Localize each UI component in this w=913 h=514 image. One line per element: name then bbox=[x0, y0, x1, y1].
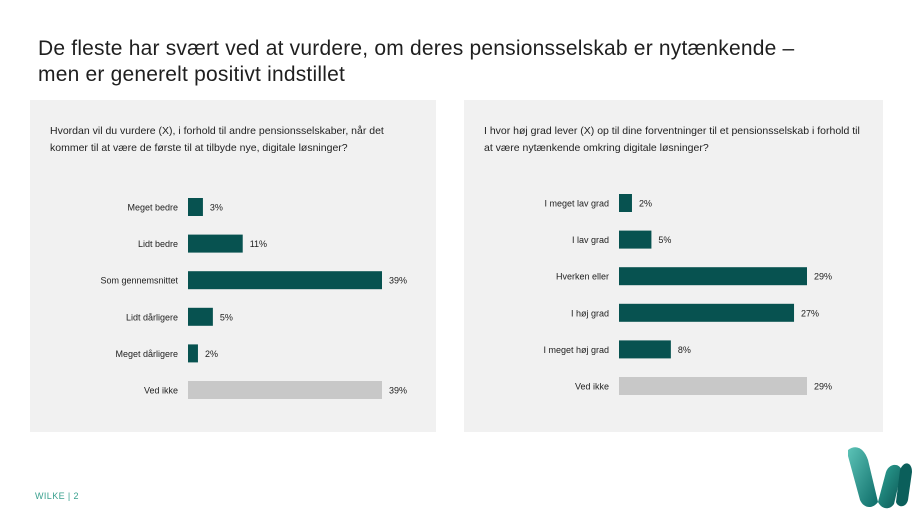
page-title-line-1: De fleste har svært ved at vurdere, om d… bbox=[38, 37, 795, 60]
page-title: De fleste har svært ved at vurdere, om d… bbox=[38, 36, 838, 88]
category-label: Meget bedre bbox=[127, 203, 178, 213]
category-label: Lidt dårligere bbox=[126, 312, 178, 322]
category-label: Som gennemsnittet bbox=[100, 276, 178, 286]
bar bbox=[619, 194, 632, 212]
data-label: 11% bbox=[250, 239, 267, 249]
bar bbox=[619, 340, 671, 359]
data-label: 2% bbox=[639, 199, 652, 209]
bar bbox=[619, 377, 807, 395]
footer-page-label: WILKE | 2 bbox=[35, 491, 79, 501]
data-label: 8% bbox=[678, 345, 691, 355]
data-label: 29% bbox=[814, 272, 832, 282]
bar bbox=[188, 198, 203, 216]
chart-panel-left: Hvordan vil du vurdere (X), i forhold ti… bbox=[30, 100, 436, 432]
data-label: 3% bbox=[210, 203, 223, 213]
category-label: Ved ikke bbox=[575, 382, 609, 392]
bar-chart-right: I meget lav grad 2% I lav grad 5% Hverken el… bbox=[543, 194, 832, 395]
data-label: 29% bbox=[814, 382, 832, 392]
data-label: 39% bbox=[389, 276, 407, 286]
category-label: I høj grad bbox=[571, 308, 609, 318]
data-label: 39% bbox=[389, 386, 407, 396]
category-label: Lidt bedre bbox=[138, 239, 178, 249]
category-label: I meget høj grad bbox=[543, 345, 609, 355]
wilke-logo-icon bbox=[848, 447, 912, 509]
bar bbox=[188, 307, 213, 326]
bar bbox=[619, 267, 807, 286]
bar bbox=[619, 303, 795, 322]
data-label: 5% bbox=[220, 312, 233, 322]
data-label: 2% bbox=[205, 349, 218, 359]
page-title-line-2: men er generelt positivt indstillet bbox=[38, 63, 345, 86]
chart-question-right: I hvor høj grad lever (X) op til dine fo… bbox=[484, 125, 860, 154]
bar bbox=[619, 230, 652, 249]
category-label: Ved ikke bbox=[144, 386, 178, 396]
category-label: I meget lav grad bbox=[544, 199, 609, 209]
bar-chart-left: Meget bedre 3% Lidt bedre 11% Som gennemsnit… bbox=[100, 198, 407, 399]
chart-question-left: Hvordan vil du vurdere (X), i forhold ti… bbox=[50, 125, 384, 154]
bar bbox=[188, 271, 382, 290]
category-label: I lav grad bbox=[572, 235, 609, 245]
data-label: 5% bbox=[658, 235, 671, 245]
bar bbox=[188, 381, 382, 399]
bar bbox=[188, 344, 198, 363]
chart-panel-right: I hvor høj grad lever (X) op til dine fo… bbox=[464, 100, 883, 432]
bar bbox=[188, 234, 243, 253]
data-label: 27% bbox=[801, 308, 819, 318]
category-label: Hverken eller bbox=[556, 272, 609, 282]
category-label: Meget dårligere bbox=[115, 349, 178, 359]
